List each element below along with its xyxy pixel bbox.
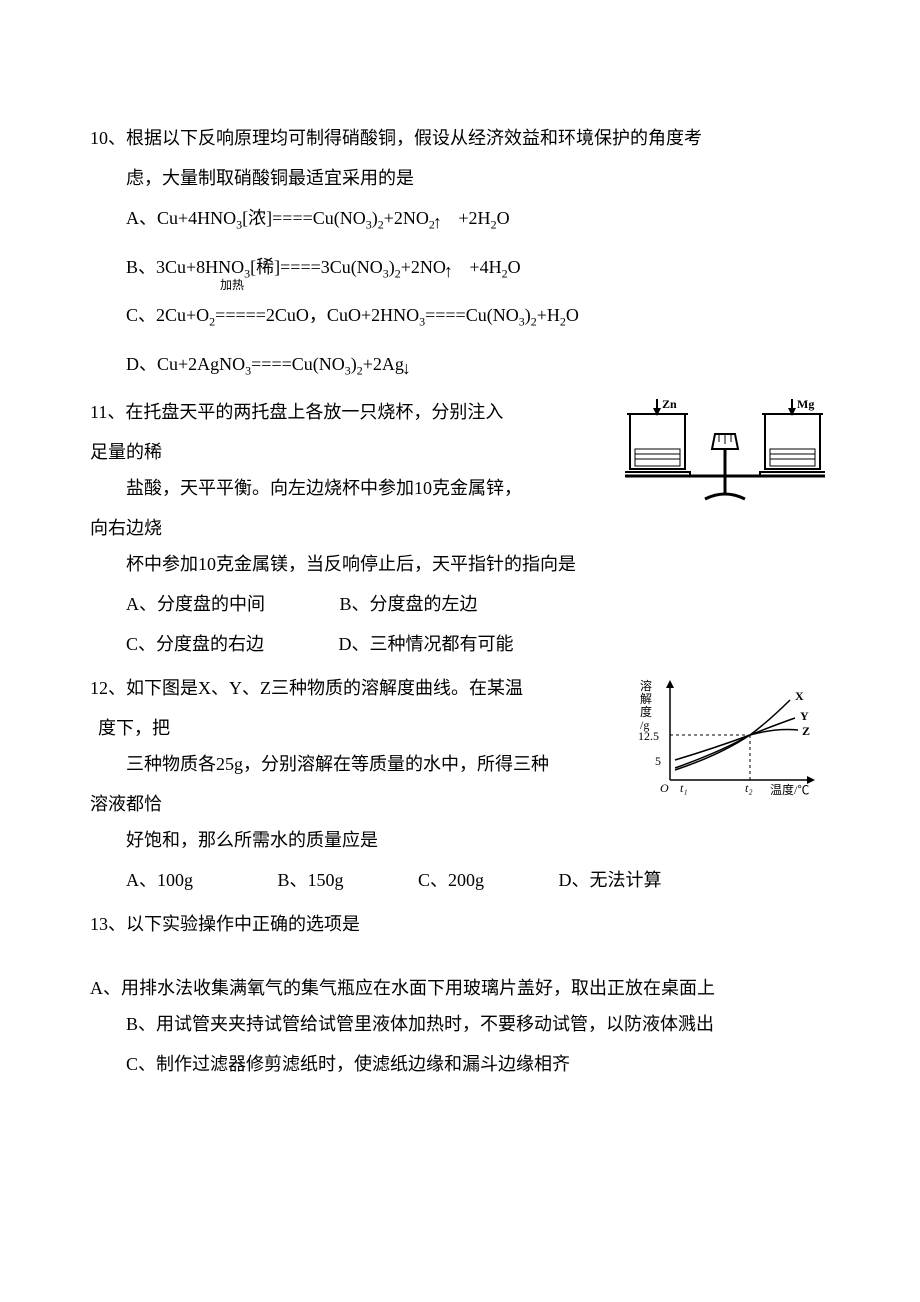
curve-ytick-12-5: 12.5 (638, 729, 659, 743)
q10-option-c: C、2Cu+O2=====2CuO，CuO+2HNO3====Cu(NO3)2+… (90, 297, 830, 334)
q13-option-b: B、用试管夹夹持试管给试管里液体加热时，不要移动试管，以防液体溅出 (90, 1006, 830, 1042)
curve-label-x: X (795, 689, 804, 703)
q12-option-c: C、200g (418, 862, 484, 898)
question-10: 10、根据以下反响原理均可制得硝酸铜，假设从经济效益和环境保护的角度考 虑，大量… (90, 120, 830, 382)
q10-option-c-text: C、2Cu+O2=====2CuO，CuO+2HNO3====Cu(NO3)2+… (126, 305, 579, 325)
q10-option-b: B、3Cu+8HNO3[稀]====3Cu(NO3)2+2NO +4H2O 加热 (90, 249, 830, 286)
q11-option-b: B、分度盘的左边 (340, 586, 478, 622)
q11-stem-line3: 杯中参加10克金属镁，当反响停止后，天平指针的指向是 (90, 546, 830, 582)
q11-options-row1: A、分度盘的中间 B、分度盘的左边 (90, 586, 830, 622)
q10-option-a: A、Cu+4HNO3[浓]====Cu(NO3)2+2NO2 +2H2O (90, 200, 830, 237)
curve-ylabel-1: 溶 (640, 678, 652, 693)
question-13: 13、以下实验操作中正确的选项是 A、用排水法收集满氧气的集气瓶应在水面下用玻璃… (90, 906, 830, 1082)
balance-scale-figure: Zn Mg (620, 394, 830, 504)
q11-option-a: A、分度盘的中间 (126, 586, 265, 622)
curve-origin: O (660, 781, 669, 795)
curve-ylabel-2: 解 (640, 692, 652, 706)
q11-option-d: D、三种情况都有可能 (339, 626, 514, 662)
q13-stem: 13、以下实验操作中正确的选项是 (90, 906, 830, 942)
q12-option-a: A、100g (126, 862, 193, 898)
curve-xtick-t1: t₁ (680, 781, 688, 795)
q12-option-b: B、150g (278, 862, 344, 898)
question-12: 溶 解 度 /g 12.5 5 X Y Z O t₁ t₂ 温度/℃ 12、如下… (90, 670, 830, 898)
q10-option-a-text: A、Cu+4HNO3[浓]====Cu(NO3)2+2NO2 +2H2O (126, 208, 510, 228)
curve-label-y: Y (800, 709, 809, 723)
curve-ylabel-3: 度 (640, 704, 652, 719)
q13-option-a: A、用排水法收集满氧气的集气瓶应在水面下用玻璃片盖好，取出正放在桌面上 (90, 970, 830, 1006)
q12-stem-line3: 好饱和，那么所需水的质量应是 (90, 822, 830, 858)
curve-xlabel: 温度/℃ (770, 782, 809, 797)
curve-xtick-t2: t₂ (745, 781, 753, 795)
q10-optb-annotation: 加热 (220, 279, 244, 291)
q10-stem-line1: 10、根据以下反响原理均可制得硝酸铜，假设从经济效益和环境保护的角度考 (90, 120, 830, 156)
q10-stem-line2: 虑，大量制取硝酸铜最适宜采用的是 (90, 160, 830, 196)
q10-option-d-text: D、Cu+2AgNO3====Cu(NO3)2+2Ag (126, 354, 414, 374)
exam-page: 10、根据以下反响原理均可制得硝酸铜，假设从经济效益和环境保护的角度考 虑，大量… (0, 0, 920, 1302)
q12-option-d: D、无法计算 (559, 862, 662, 898)
q11-options-row2: C、分度盘的右边 D、三种情况都有可能 (90, 626, 830, 662)
balance-left-label: Zn (662, 397, 677, 411)
balance-right-label: Mg (797, 397, 814, 411)
q11-stem-line2b: 向右边烧 (90, 510, 830, 546)
question-11: Zn Mg 11、在托盘天平的两托盘上各放一只烧杯，分别注入 (90, 394, 830, 662)
curve-label-z: Z (802, 724, 810, 738)
q13-option-c: C、制作过滤器修剪滤纸时，使滤纸边缘和漏斗边缘相齐 (90, 1046, 830, 1082)
solubility-curve-figure: 溶 解 度 /g 12.5 5 X Y Z O t₁ t₂ 温度/℃ (630, 670, 830, 810)
q11-option-c: C、分度盘的右边 (126, 626, 264, 662)
q10-option-d: D、Cu+2AgNO3====Cu(NO3)2+2Ag (90, 346, 830, 383)
q10-option-b-text: B、3Cu+8HNO3[稀]====3Cu(NO3)2+2NO +4H2O (126, 257, 521, 277)
curve-ytick-5: 5 (655, 754, 661, 768)
q12-options-row: A、100g B、150g C、200g D、无法计算 (90, 862, 830, 898)
